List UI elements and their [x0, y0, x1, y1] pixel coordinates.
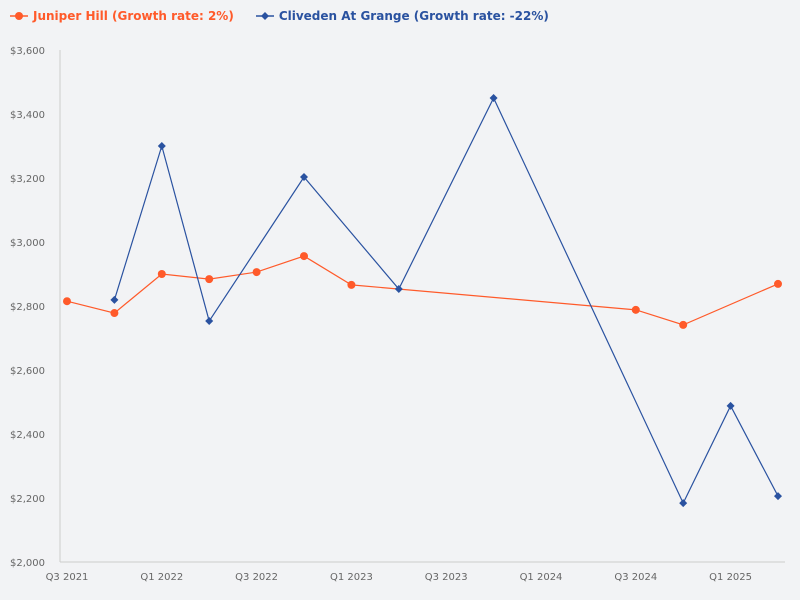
data-point — [63, 297, 71, 306]
data-point — [252, 268, 261, 277]
x-tick-label: Q3 2024 — [614, 572, 657, 583]
legend-item-juniper-hill[interactable]: Juniper Hill (Growth rate: 2%) — [10, 9, 234, 23]
data-point — [205, 317, 214, 326]
data-point — [394, 285, 403, 294]
data-point — [300, 252, 308, 261]
data-point — [347, 280, 356, 289]
y-tick-label: $3,200 — [10, 174, 45, 185]
x-tick-label: Q3 2021 — [46, 572, 89, 583]
legend-label: Cliveden At Grange (Growth rate: -22%) — [278, 9, 549, 23]
x-tick-label: Q1 2023 — [330, 572, 373, 583]
y-tick-label: $2,800 — [10, 302, 45, 313]
data-point — [110, 309, 119, 318]
data-point — [110, 295, 119, 304]
y-tick-label: $2,000 — [10, 558, 45, 569]
x-tick-label: Q3 2022 — [235, 572, 278, 583]
x-tick-label: Q1 2022 — [140, 572, 183, 583]
y-tick-label: $2,600 — [10, 366, 45, 377]
series-line-1 — [113, 96, 779, 505]
data-point — [679, 320, 688, 329]
x-tick-label: Q1 2024 — [520, 572, 563, 583]
data-point — [157, 270, 166, 278]
legend-item-cliveden-at-grange[interactable]: Cliveden At Grange (Growth rate: -22%) — [255, 9, 549, 23]
data-point — [205, 275, 214, 284]
data-point — [726, 401, 735, 410]
y-tick-label: $3,600 — [10, 46, 45, 57]
circle-marker-icon — [10, 12, 28, 20]
series-line-0 — [66, 255, 779, 326]
data-point — [489, 94, 498, 102]
x-tick-label: Q3 2023 — [425, 572, 468, 583]
diamond-marker-icon — [255, 12, 274, 20]
y-tick-label: $3,000 — [10, 238, 45, 249]
legend-label: Juniper Hill (Growth rate: 2%) — [33, 9, 234, 23]
data-point — [631, 305, 640, 314]
data-point — [774, 492, 782, 501]
data-point — [774, 279, 782, 288]
data-point — [300, 173, 308, 182]
y-tick-label: $3,400 — [10, 110, 45, 121]
data-point — [679, 499, 688, 508]
y-tick-label: $2,400 — [10, 430, 45, 441]
legend: Juniper Hill (Growth rate: 2%) Cliveden … — [10, 9, 549, 23]
x-tick-label: Q1 2025 — [709, 572, 752, 583]
data-point — [157, 142, 166, 150]
y-tick-label: $2,200 — [10, 494, 45, 505]
